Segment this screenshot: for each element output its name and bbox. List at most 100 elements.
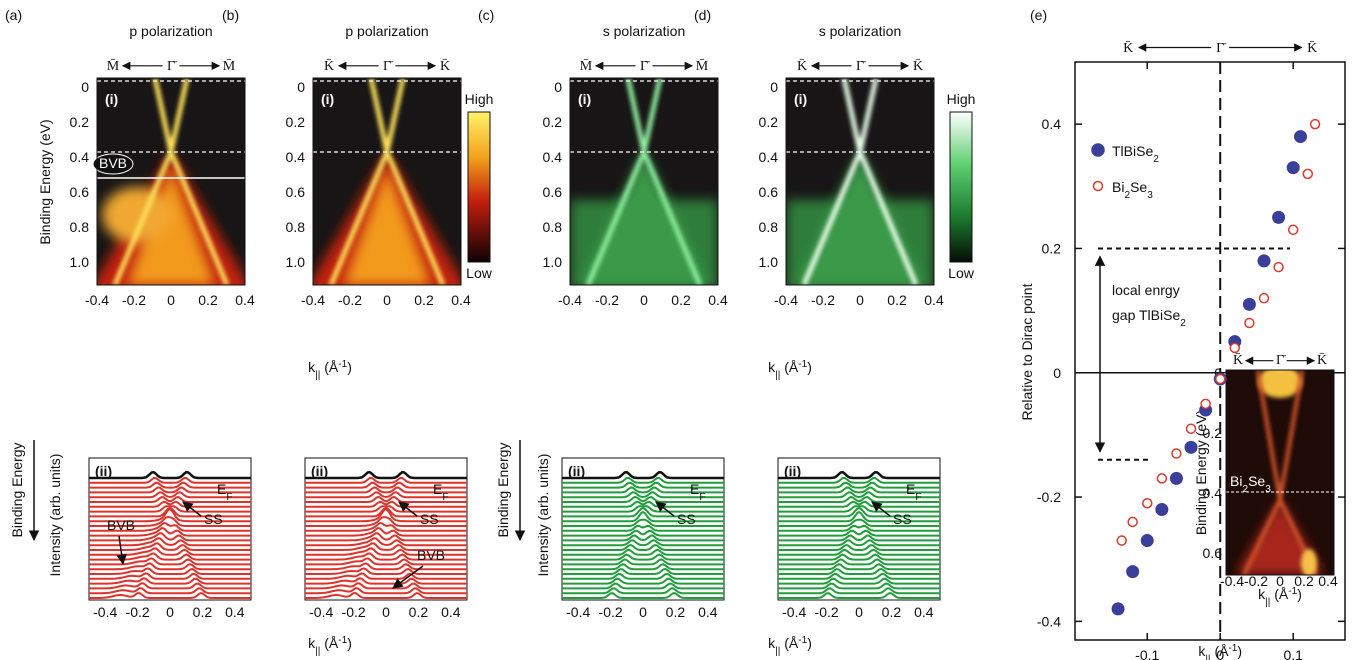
x-tick-label: -0.4	[566, 604, 590, 620]
edc-curve	[562, 470, 724, 480]
colorbar-high: High	[465, 91, 494, 107]
text-part: (Å	[320, 635, 339, 651]
inset-x-tick-label: 0.4	[1318, 573, 1338, 589]
edc-curve	[305, 572, 467, 580]
edc-curve	[89, 592, 251, 599]
inset-x-tick-label: 0.2	[1294, 573, 1314, 589]
panel-title: s polarization	[603, 23, 686, 39]
data-point	[1184, 440, 1198, 454]
data-point	[1156, 473, 1168, 484]
k-axis-label: k|| (Å-1)	[308, 635, 352, 657]
binding-arrow-label: Binding Energy	[9, 443, 25, 538]
y-tick-label: -0.4	[1037, 613, 1061, 629]
edc-curve	[89, 547, 251, 556]
ss-arrow	[871, 501, 891, 517]
edc-curve	[562, 495, 724, 503]
edc-curve	[562, 577, 724, 585]
valence-core	[343, 167, 431, 285]
y-tick-label: 0	[770, 79, 778, 95]
x-tick-label: -0.4	[85, 292, 109, 308]
x-tick-label: 0	[1216, 647, 1224, 660]
y-tick-label: 0.4	[286, 149, 306, 165]
annotation: local enrgy	[1112, 282, 1180, 298]
text-part: E	[217, 481, 226, 497]
data-point	[1272, 210, 1286, 224]
y-tick-label: -0.2	[1037, 489, 1061, 505]
x-tick-label: 0.4	[708, 292, 728, 308]
y-tick-label: 0	[1053, 365, 1061, 381]
edc-curve	[562, 592, 724, 599]
edc-curve	[305, 505, 467, 513]
x-tick-label: -0.2	[599, 604, 623, 620]
data-point	[1257, 254, 1271, 268]
edc-curve	[778, 587, 940, 595]
ss-arrow	[655, 501, 675, 517]
edc-curve	[305, 587, 467, 595]
data-point	[1169, 471, 1183, 485]
k-point: Γ̄	[383, 59, 394, 74]
x-tick-label: -0.2	[811, 292, 835, 308]
edc-curve	[562, 534, 724, 542]
x-tick-label: -0.2	[342, 604, 366, 620]
colorbar	[467, 111, 491, 263]
colorbar-high: High	[947, 91, 976, 107]
text-part: F	[915, 492, 921, 503]
text-part: ||	[775, 646, 780, 657]
edc-curve	[562, 563, 724, 571]
k-point: Γ̄	[856, 59, 867, 74]
x-tick-label: 0.4	[235, 292, 255, 308]
inset-y-tick-label: 0.2	[1203, 425, 1223, 441]
text-part: ||	[775, 370, 780, 381]
x-tick-label: 0.4	[451, 292, 471, 308]
colorbar-low: Low	[948, 265, 975, 281]
k-point: Γ̄	[1276, 353, 1287, 368]
x-tick-label: 0	[640, 292, 648, 308]
k-point: Γ̄	[167, 59, 178, 74]
y-tick-label: 0.6	[543, 184, 563, 200]
data-point	[1244, 317, 1255, 329]
text-part: -1	[338, 359, 347, 370]
text-part: F	[226, 492, 232, 503]
edc-curve	[562, 477, 724, 484]
y-tick-label: 0.6	[286, 184, 306, 200]
edc-curve	[778, 534, 940, 542]
edc-curve	[89, 562, 251, 571]
text-part: k	[308, 359, 316, 375]
k-axis-label: k|| (Å-1)	[1198, 643, 1242, 660]
edc-curve	[89, 572, 251, 580]
edc-curve	[562, 507, 724, 518]
edc-curve	[562, 558, 724, 566]
edc-tag: (ii)	[568, 463, 585, 479]
data-point	[1309, 118, 1321, 130]
ss-arrow	[182, 501, 202, 517]
map-tag: (i)	[105, 91, 118, 107]
text-part: ||	[1265, 597, 1270, 608]
edc-curve	[562, 572, 724, 580]
x-tick-label: 0.2	[414, 292, 434, 308]
panel-label: (d)	[694, 7, 711, 23]
map-frame	[785, 77, 935, 286]
edc-curve	[89, 532, 251, 542]
edc-curve	[89, 505, 251, 513]
x-tick-label: 0.1	[1283, 647, 1303, 660]
edc-curve	[305, 515, 467, 527]
edc-curve	[305, 552, 467, 561]
x-tick-label: -0.4	[558, 292, 582, 308]
text-part: -1	[1228, 643, 1237, 654]
data-point	[1242, 297, 1256, 311]
x-tick-label: 0	[855, 604, 863, 620]
edc-curve	[89, 500, 251, 508]
k-point: K̄	[797, 58, 807, 74]
edc-curve	[305, 500, 467, 508]
text-part: -1	[1288, 586, 1297, 597]
edc-curve	[562, 539, 724, 547]
x-tick-label: 0.4	[441, 604, 461, 620]
y-tick-label: 0.4	[70, 149, 90, 165]
edc-curve	[562, 481, 724, 489]
edc-curve	[562, 587, 724, 595]
edc-curve	[305, 532, 467, 542]
fermi-label: EF	[217, 481, 233, 503]
x-tick-label: 0.2	[409, 604, 429, 620]
inset-material: Bi2Se3	[1230, 473, 1271, 495]
edc-curve	[778, 477, 940, 484]
